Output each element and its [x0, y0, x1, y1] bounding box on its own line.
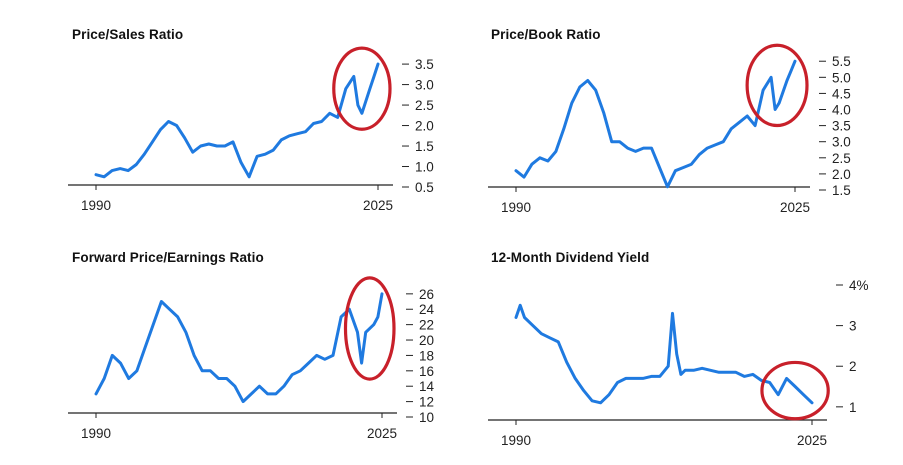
x-tick-label: 2025 — [363, 198, 393, 213]
chart-panel-price-book: Price/Book Ratio 1990 2025 1.5 2.0 2.5 3.0 3.5… — [450, 0, 880, 215]
y-tick-label: 1.5 — [415, 139, 434, 154]
chart-svg: 1990 2025 0.5 1.0 1.5 2.0 2.5 3.0 3.5 — [68, 46, 434, 213]
chart-title: 12-Month Dividend Yield — [491, 250, 650, 265]
y-tick-label: 2.0 — [832, 167, 851, 182]
series-line — [514, 303, 814, 405]
y-tick-label: 16 — [419, 364, 434, 379]
y-tick-label: 14 — [419, 379, 435, 394]
y-tick-label: 20 — [419, 333, 434, 348]
x-tick-label: 1990 — [501, 200, 531, 215]
y-tick-label: 3.5 — [415, 57, 434, 72]
x-tick-label: 2025 — [367, 426, 397, 441]
x-tick-label: 1990 — [81, 198, 111, 213]
y-tick-label: 3.0 — [415, 78, 434, 93]
highlight-circle — [332, 46, 392, 131]
y-tick-label: 2.5 — [415, 98, 434, 113]
y-tick-label: 3 — [849, 319, 857, 334]
y-tick-label: 4% — [849, 278, 869, 293]
chart-panel-dividend-yield: 12-Month Dividend Yield 1990 2025 1 2 3 4% — [450, 230, 880, 448]
y-tick-label: 5.5 — [832, 54, 851, 69]
y-tick-label: 4.0 — [832, 103, 851, 118]
y-tick-label: 26 — [419, 287, 434, 302]
y-tick-label: 10 — [419, 410, 434, 425]
y-tick-label: 0.5 — [415, 180, 434, 195]
chart-panel-forward-pe: Forward Price/Earnings Ratio 1990 2025 10 1… — [0, 230, 435, 445]
series-line — [514, 59, 797, 189]
y-tick-label: 2 — [849, 359, 857, 374]
y-tick-label: 5.0 — [832, 70, 851, 85]
chart-svg: 1990 2025 1.52.02.53.03.54.0 4.55.05.5 — [488, 43, 851, 215]
chart-title: Forward Price/Earnings Ratio — [72, 250, 264, 265]
y-tick-label: 4.5 — [832, 86, 851, 101]
y-tick-label: 2.0 — [415, 119, 434, 134]
x-tick-label: 2025 — [780, 200, 810, 215]
chart-svg: 1990 2025 1 2 3 4% — [488, 278, 869, 448]
chart-panel-price-sales: Price/Sales Ratio 1990 2025 0.5 1.0 1.5 2.0 2.… — [0, 0, 434, 215]
series-line — [94, 292, 384, 404]
y-tick-label: 2.5 — [832, 151, 851, 166]
y-tick-label: 1 — [849, 400, 857, 415]
chart-title: Price/Sales Ratio — [72, 27, 184, 42]
x-tick-label: 2025 — [797, 433, 827, 448]
y-tick-label: 18 — [419, 348, 434, 363]
x-tick-label: 1990 — [81, 426, 111, 441]
y-tick-label: 3.0 — [832, 135, 851, 150]
y-tick-label: 3.5 — [832, 119, 851, 134]
chart-title: Price/Book Ratio — [491, 27, 601, 42]
y-tick-label: 24 — [419, 302, 435, 317]
y-tick-label: 22 — [419, 318, 434, 333]
highlight-circle — [343, 276, 396, 381]
y-tick-label: 1.5 — [832, 183, 851, 198]
y-tick-label: 12 — [419, 395, 434, 410]
y-tick-label: 1.0 — [415, 160, 434, 175]
series-line — [94, 62, 380, 179]
highlight-circle — [745, 43, 809, 128]
x-tick-label: 1990 — [501, 433, 531, 448]
highlight-circle — [760, 360, 830, 421]
